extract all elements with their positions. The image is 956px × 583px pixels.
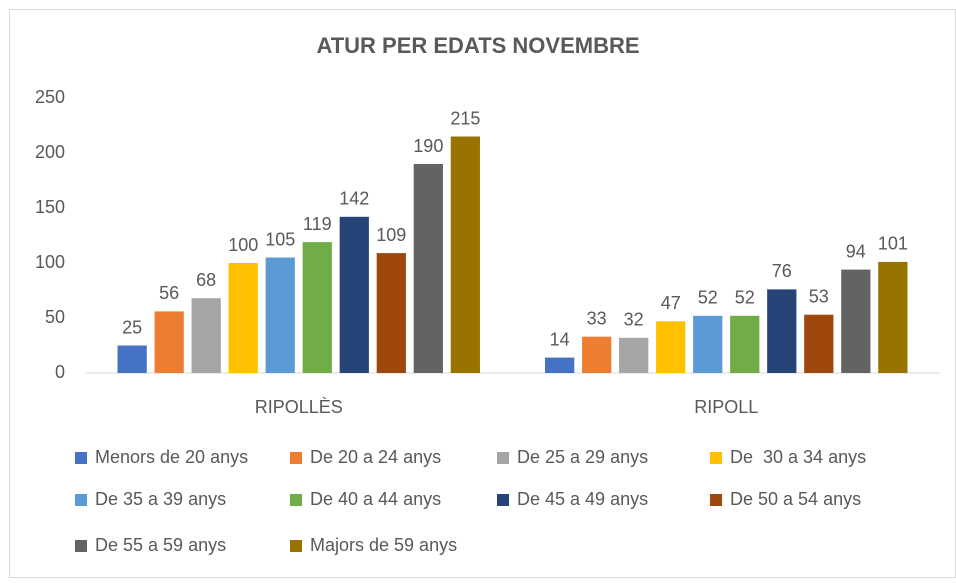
data-label: 100 [228, 235, 258, 255]
data-label: 109 [376, 225, 406, 245]
bar [191, 298, 221, 373]
data-label: 32 [624, 310, 644, 330]
y-tick-label: 150 [35, 197, 65, 217]
data-label: 215 [450, 108, 480, 128]
legend-label: De 40 a 44 anys [310, 489, 441, 509]
data-label: 119 [303, 214, 332, 234]
data-label: 56 [159, 283, 179, 303]
x-tick-label: RIPOLL [694, 397, 758, 417]
legend-label: De 55 a 59 anys [95, 535, 226, 555]
data-label: 25 [122, 317, 142, 337]
bar [228, 263, 258, 373]
bar [339, 216, 369, 373]
data-label: 76 [772, 261, 792, 281]
y-tick-label: 200 [35, 142, 65, 162]
data-label: 105 [265, 229, 295, 249]
legend-label: De 20 a 24 anys [310, 447, 441, 467]
chart-title: ATUR PER EDATS NOVEMBRE [316, 33, 639, 58]
legend-label: De 25 a 29 anys [517, 447, 648, 467]
data-label: 53 [809, 286, 829, 306]
data-label: 52 [698, 288, 718, 308]
data-label: 14 [550, 329, 570, 349]
legend-swatch [497, 452, 509, 464]
legend-swatch [290, 452, 302, 464]
legend-swatch [290, 494, 302, 506]
legend-label: Menors de 20 anys [95, 447, 248, 467]
legend-swatch [710, 452, 722, 464]
y-tick-label: 50 [45, 307, 65, 327]
bar [656, 321, 686, 373]
data-label: 68 [196, 270, 216, 290]
bar [376, 253, 406, 373]
legend-label: De 50 a 54 anys [730, 489, 861, 509]
bar [693, 315, 723, 373]
bar [450, 136, 480, 373]
legend-label: De 35 a 39 anys [95, 489, 226, 509]
bar [730, 315, 760, 373]
bar [302, 242, 332, 373]
legend-swatch [290, 540, 302, 552]
y-tick-label: 0 [55, 362, 65, 382]
legend-swatch [710, 494, 722, 506]
bar [117, 345, 147, 373]
legend-label: Majors de 59 anys [310, 535, 457, 555]
bar [545, 357, 575, 373]
legend-label: De 30 a 34 anys [730, 447, 866, 467]
bar [619, 337, 649, 373]
bar [154, 311, 184, 373]
legend-swatch [75, 540, 87, 552]
bar [413, 164, 443, 373]
bar [878, 261, 908, 373]
bar [582, 336, 612, 373]
bar [265, 257, 295, 373]
bar [767, 289, 797, 373]
data-label: 142 [339, 189, 369, 209]
data-label: 52 [735, 288, 755, 308]
data-label: 94 [846, 241, 866, 261]
data-label: 190 [413, 136, 443, 156]
y-tick-label: 100 [35, 252, 65, 272]
legend-swatch [75, 494, 87, 506]
legend-label: De 45 a 49 anys [517, 489, 648, 509]
legend-swatch [497, 494, 509, 506]
legend-swatch [75, 452, 87, 464]
x-tick-label: RIPOLLÈS [255, 397, 343, 417]
y-tick-label: 250 [35, 87, 65, 107]
bar [841, 269, 871, 373]
data-label: 101 [878, 234, 908, 254]
chart-border [9, 9, 956, 578]
bar [804, 314, 834, 373]
data-label: 33 [587, 308, 607, 328]
data-label: 47 [661, 293, 681, 313]
